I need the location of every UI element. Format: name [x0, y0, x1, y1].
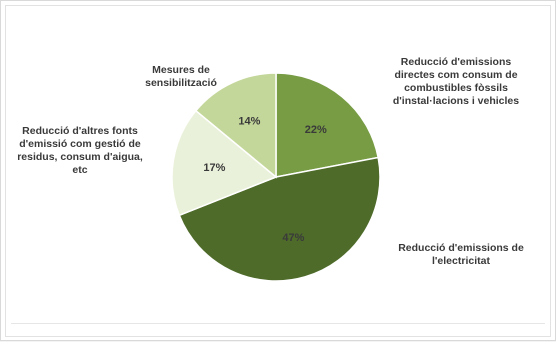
data-label-other-sources: 17% [203, 162, 225, 174]
label-direct-emissions-line: directes com consum de [394, 69, 517, 81]
label-awareness-line: sensibilització [145, 77, 217, 89]
label-electricity: Reducció d'emissions del'electricitat [398, 242, 524, 267]
data-label-electricity: 47% [282, 232, 304, 244]
label-other-sources-line: etc [72, 164, 87, 176]
label-direct-emissions-line: d'instal·lacions i vehicles [393, 95, 519, 107]
label-direct-emissions-line: Reducció d'emissions [401, 56, 512, 68]
label-awareness: Mesures desensibilització [145, 64, 217, 89]
label-other-sources-line: residus, consum d'aigua, [17, 151, 143, 163]
label-direct-emissions: Reducció d'emissionsdirectes com consum … [393, 56, 519, 107]
label-direct-emissions-line: combustibles fòssils [404, 82, 508, 94]
label-other-sources-line: Reducció d'altres fonts [22, 125, 138, 137]
label-electricity-line: Reducció d'emissions de [398, 242, 524, 254]
label-electricity-line: l'electricitat [432, 255, 490, 267]
label-other-sources: Reducció d'altres fontsd'emissió com ges… [17, 125, 143, 176]
data-label-awareness: 14% [238, 116, 260, 128]
data-label-direct-emissions: 22% [305, 124, 327, 136]
label-other-sources-line: d'emissió com gestió de [19, 138, 141, 150]
label-awareness-line: Mesures de [152, 64, 210, 76]
